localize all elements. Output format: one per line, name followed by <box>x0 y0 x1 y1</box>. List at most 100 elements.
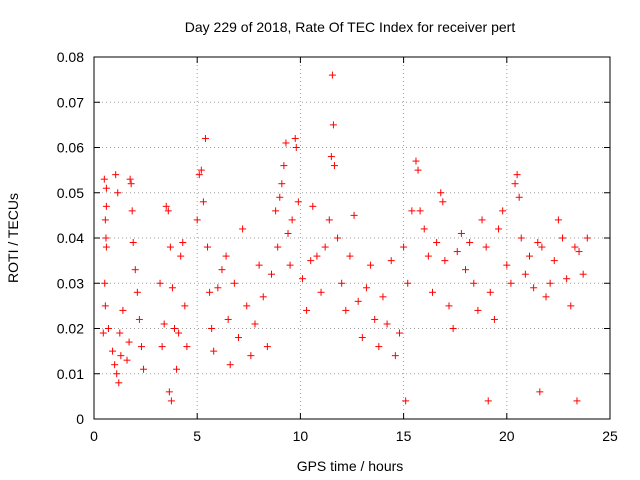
data-point <box>137 343 145 351</box>
data-point <box>338 279 346 287</box>
data-point <box>412 157 420 165</box>
data-point <box>420 225 428 233</box>
data-point <box>453 248 461 256</box>
data-point <box>102 184 110 192</box>
data-point <box>168 284 176 292</box>
data-point <box>263 343 271 351</box>
data-point <box>330 162 338 170</box>
data-point <box>439 198 447 206</box>
data-point <box>416 207 424 215</box>
data-point <box>111 361 119 369</box>
data-point <box>135 315 143 323</box>
data-point <box>131 266 139 274</box>
y-tick-label: 0.02 <box>57 321 84 337</box>
data-point <box>239 225 247 233</box>
data-point <box>362 284 370 292</box>
data-point <box>462 266 470 274</box>
data-point <box>115 379 123 387</box>
data-point <box>567 302 575 310</box>
data-point <box>170 325 178 332</box>
data-point <box>224 315 232 323</box>
data-point <box>298 275 306 283</box>
y-tick-label: 0 <box>76 411 84 427</box>
data-point <box>181 302 189 310</box>
data-point <box>457 229 465 237</box>
data-point <box>303 306 311 314</box>
data-point <box>554 216 562 224</box>
data-point <box>433 239 441 247</box>
data-point <box>282 139 290 147</box>
data-point <box>101 302 109 310</box>
data-point <box>526 252 534 260</box>
data-point <box>317 288 325 296</box>
data-point <box>179 239 187 247</box>
data-point <box>156 279 164 287</box>
x-tick-label: 25 <box>602 428 618 444</box>
data-point <box>166 243 174 251</box>
data-point <box>449 325 457 332</box>
data-point <box>175 329 183 337</box>
axes: 0 0.01 0.02 0.03 0.04 0.05 0.06 0.07 0.08 0 5 10 15 2… <box>57 49 618 444</box>
data-point <box>133 288 141 296</box>
data-point <box>294 198 302 206</box>
data-point <box>383 320 391 328</box>
data-point <box>126 175 134 183</box>
data-point <box>210 347 218 355</box>
data-point <box>371 315 379 323</box>
data-point <box>114 189 122 197</box>
data-point <box>375 343 383 351</box>
data-point <box>214 284 222 292</box>
data-point <box>484 397 492 405</box>
data-point <box>123 356 131 364</box>
data-point <box>226 361 234 369</box>
data-point <box>530 284 538 292</box>
data-point <box>183 343 191 351</box>
data-point <box>387 257 395 265</box>
data-point <box>307 257 315 265</box>
data-point <box>495 225 503 233</box>
data-point <box>321 243 329 251</box>
data-point <box>538 243 546 251</box>
data-point <box>400 243 408 251</box>
data-point <box>542 293 550 301</box>
data-point <box>158 343 166 351</box>
data-point <box>101 279 109 287</box>
data-point <box>474 306 482 314</box>
data-point <box>195 171 203 179</box>
data-point <box>125 338 133 346</box>
data-point <box>222 252 230 260</box>
data-point <box>379 293 387 301</box>
data-point <box>127 180 135 188</box>
data-point <box>201 134 209 142</box>
data-point <box>354 297 362 305</box>
data-point <box>546 279 554 287</box>
data-point <box>113 370 121 378</box>
data-point <box>346 252 354 260</box>
data-point <box>563 275 571 283</box>
data-point <box>583 234 591 242</box>
data-point <box>575 248 583 256</box>
x-tick-label: 5 <box>193 428 201 444</box>
x-axis-label: GPS time / hours <box>297 458 404 474</box>
data-point <box>414 166 422 174</box>
data-point <box>272 207 280 215</box>
data-point <box>259 293 267 301</box>
data-point <box>441 257 449 265</box>
data-point <box>445 302 453 310</box>
data-point <box>291 134 299 142</box>
y-tick-label: 0.01 <box>57 366 84 382</box>
data-point <box>536 388 544 396</box>
data-point <box>274 243 282 251</box>
data-point <box>466 239 474 247</box>
data-point <box>517 234 525 242</box>
data-point <box>102 243 110 251</box>
data-point <box>329 121 337 129</box>
data-point <box>218 266 226 274</box>
data-point <box>230 279 238 287</box>
data-point <box>102 202 110 210</box>
data-point <box>573 397 581 405</box>
data-point <box>482 243 490 251</box>
data-point <box>206 288 214 296</box>
y-tick-label: 0.05 <box>57 185 84 201</box>
